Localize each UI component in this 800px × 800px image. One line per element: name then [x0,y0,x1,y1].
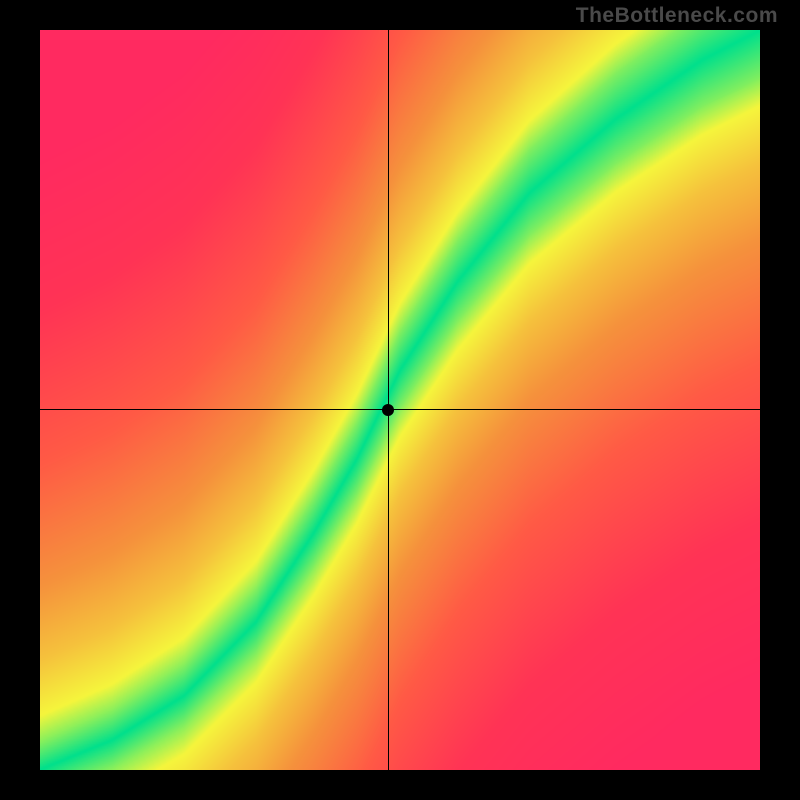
crosshair-vertical [388,30,389,770]
watermark-text: TheBottleneck.com [576,4,778,28]
crosshair-dot [382,404,394,416]
heatmap-plot [40,30,760,770]
crosshair-horizontal [40,409,760,410]
heatmap-canvas [40,30,760,770]
